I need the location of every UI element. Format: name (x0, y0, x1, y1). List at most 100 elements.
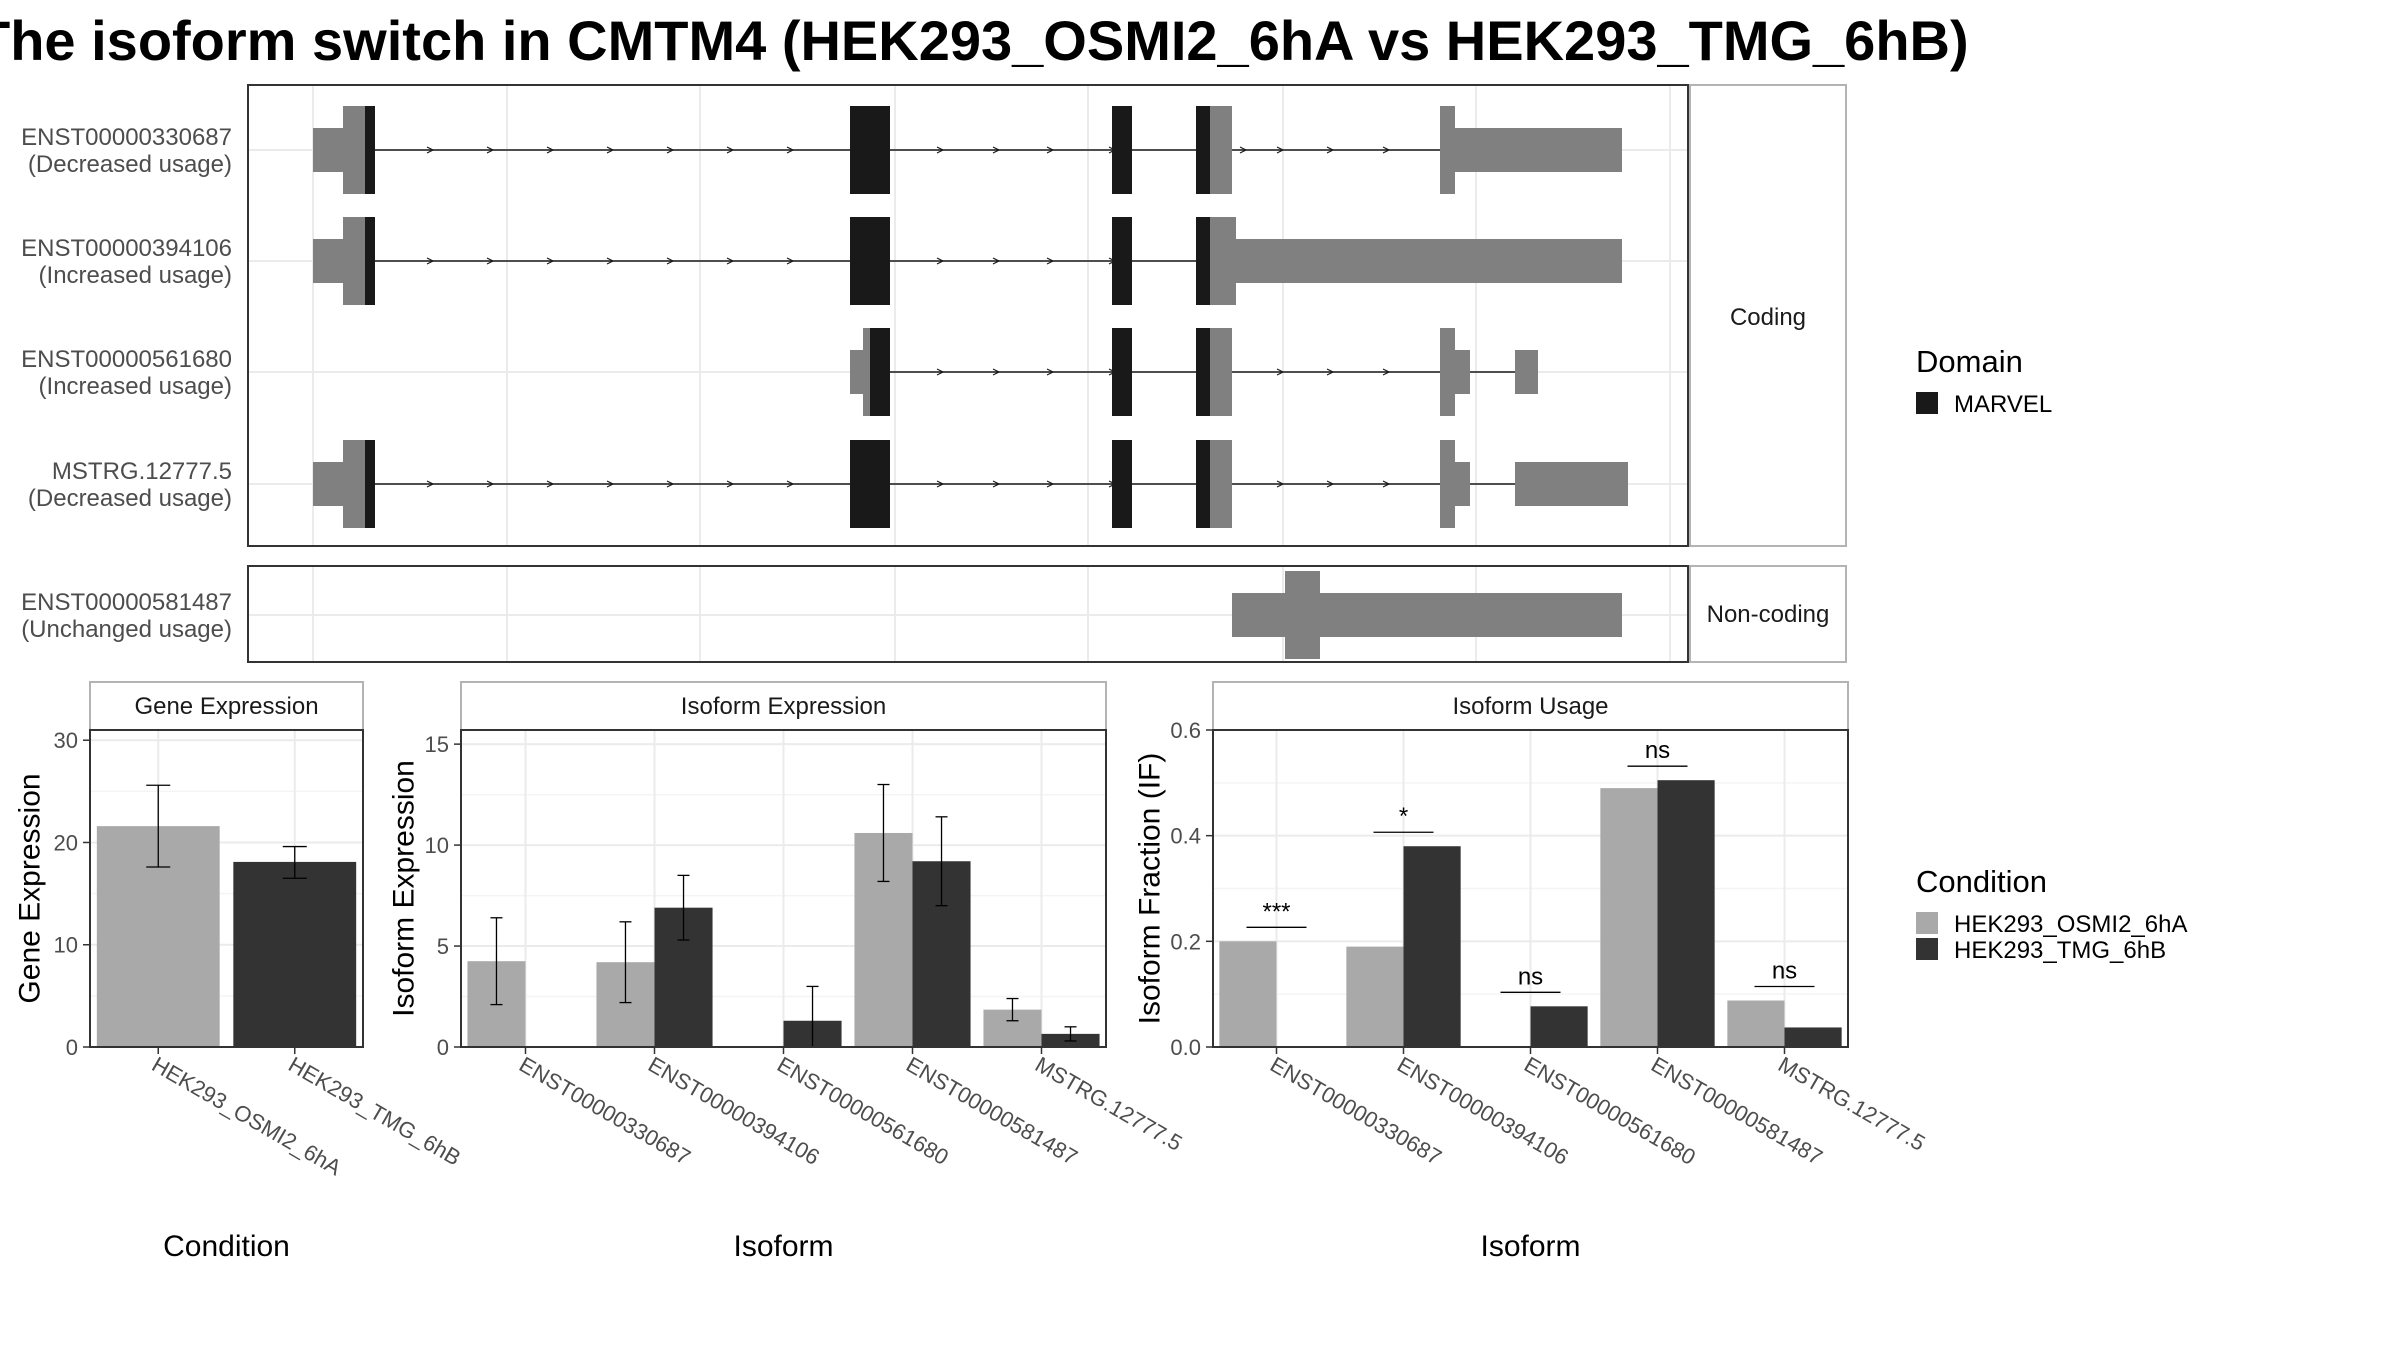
condition-legend-title: Condition (1916, 864, 2047, 899)
exon-block (1236, 239, 1622, 283)
x-axis-title: Isoform (1480, 1230, 1580, 1263)
strand-arrow (726, 257, 735, 265)
strand-arrow (786, 480, 795, 488)
y-tick-label: 0.4 (1170, 824, 1201, 849)
strand-arrow (546, 146, 555, 154)
coding-strip (1689, 84, 1847, 547)
strand-arrow (426, 146, 435, 154)
exon-block (1210, 106, 1232, 194)
marvel-domain-exon (1196, 106, 1210, 194)
marvel-domain-exon (365, 106, 375, 194)
domain-legend: Domain MARVEL (1916, 344, 2052, 418)
transcript-usage-label: (Increased usage) (39, 373, 232, 400)
significance-label: ns (1645, 737, 1670, 764)
y-axis-title: Isoform Fraction (IF) (1134, 753, 1167, 1025)
strand-arrow (726, 146, 735, 154)
bar (1219, 941, 1277, 1047)
significance-label: * (1399, 803, 1408, 830)
marvel-domain-exon (1112, 328, 1132, 416)
condition-legend-item-a: HEK293_OSMI2_6hA (1954, 911, 2187, 938)
noncoding-strip-label: Non-coding (1707, 601, 1830, 628)
strand-arrow (606, 257, 615, 265)
marvel-domain-exon (850, 217, 890, 305)
marvel-domain-exon (850, 440, 890, 528)
y-tick-label: 0.6 (1170, 718, 1201, 743)
exon-block (1455, 128, 1622, 172)
panel-frame (89, 729, 364, 1048)
strand-arrow (546, 480, 555, 488)
strand-arrow (992, 368, 1001, 376)
strand-arrow (1276, 146, 1285, 154)
strand-arrow (1046, 146, 1055, 154)
exon-block (1440, 440, 1455, 528)
transcript-id-label: MSTRG.12777.5 (52, 458, 232, 485)
panel-title: Gene Expression (134, 693, 318, 720)
y-axis-title: Isoform Expression (388, 760, 421, 1017)
transcript-id-label: ENST00000330687 (21, 124, 232, 151)
bar (1530, 1006, 1588, 1047)
strand-arrow (992, 146, 1001, 154)
exon-block (1455, 462, 1470, 506)
marvel-domain-exon (850, 106, 890, 194)
strand-arrow (1046, 480, 1055, 488)
strand-arrow (546, 257, 555, 265)
y-tick-label: 30 (54, 728, 78, 753)
strand-arrow (1276, 368, 1285, 376)
strand-arrow (786, 146, 795, 154)
strand-arrow (486, 480, 495, 488)
y-tick-label: 10 (54, 933, 78, 958)
panel-strip (89, 681, 364, 731)
transcript-id-label: ENST00000581487 (21, 589, 232, 616)
noncoding-strip (1689, 565, 1847, 663)
strand-arrow (1382, 368, 1391, 376)
strand-arrow (936, 146, 945, 154)
exon-block (1440, 106, 1455, 194)
strand-arrow (606, 146, 615, 154)
marvel-domain-exon (1112, 217, 1132, 305)
transcript-id-label: ENST00000394106 (21, 235, 232, 262)
significance-label: ns (1772, 958, 1797, 985)
strand-arrow (1046, 368, 1055, 376)
bar-panels: Gene Expression0102030HEK293_OSMI2_6hAHE… (14, 681, 1929, 1263)
y-axis-title: Gene Expression (14, 773, 47, 1003)
strand-arrow (1326, 480, 1335, 488)
figure-title: The isoform switch in CMTM4 (HEK293_OSMI… (0, 9, 1969, 72)
exon-block (1210, 440, 1232, 528)
strand-arrow (1239, 146, 1248, 154)
exon-block (1440, 328, 1455, 416)
marvel-domain-exon (870, 328, 890, 416)
transcript-usage-label: (Decreased usage) (28, 151, 232, 178)
transcript-usage-label: (Increased usage) (39, 262, 232, 289)
marvel-domain-exon (1196, 440, 1210, 528)
strand-arrow (606, 480, 615, 488)
strand-arrow (486, 146, 495, 154)
strand-arrow (426, 480, 435, 488)
strand-arrow (992, 257, 1001, 265)
y-tick-label: 0.2 (1170, 929, 1201, 954)
strand-arrow (936, 368, 945, 376)
strand-arrow (936, 257, 945, 265)
exon-block (313, 239, 343, 283)
strand-arrow (666, 480, 675, 488)
bar (1403, 846, 1461, 1047)
exon-block (343, 217, 365, 305)
strand-arrow (666, 146, 675, 154)
strand-arrow (666, 257, 675, 265)
bar (1784, 1027, 1842, 1047)
condition-legend-swatch-b (1916, 938, 1938, 960)
exon-block (1455, 350, 1470, 394)
transcript-usage-label: (Decreased usage) (28, 485, 232, 512)
transcript-structure-panel: Coding Non-coding ENST00000330687(Decrea… (21, 84, 1847, 663)
bar-panel: Isoform Usage0.00.20.40.6****nsnsnsENST0… (1134, 681, 1929, 1263)
strand-arrow (1382, 480, 1391, 488)
y-tick-label: 0 (437, 1035, 449, 1060)
strand-arrow (1326, 146, 1335, 154)
marvel-domain-exon (1112, 440, 1132, 528)
x-axis-title: Isoform (733, 1230, 833, 1263)
exon-block (343, 106, 365, 194)
strand-arrow (936, 480, 945, 488)
domain-legend-title: Domain (1916, 344, 2023, 379)
significance-label: *** (1262, 898, 1290, 925)
marvel-domain-exon (1196, 328, 1210, 416)
